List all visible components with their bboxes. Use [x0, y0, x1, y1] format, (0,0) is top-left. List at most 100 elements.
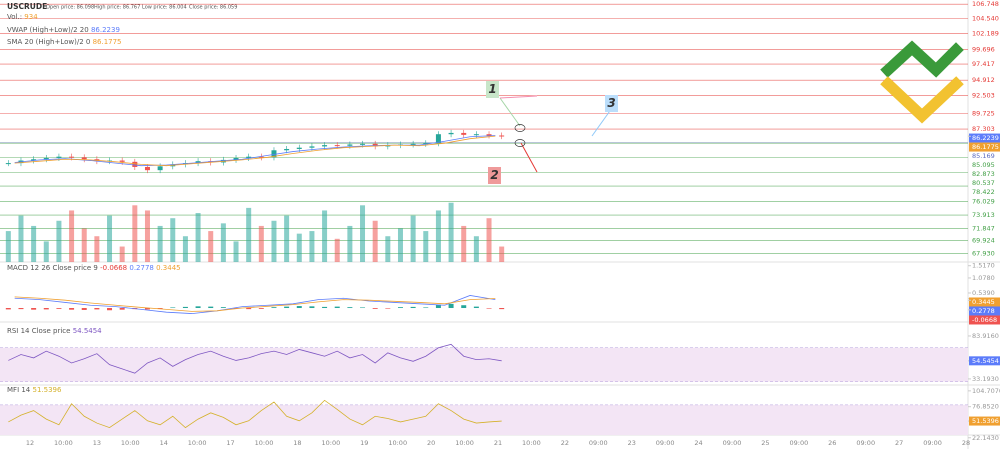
tick-badge: [969, 133, 1000, 143]
y-tick-label: 1.0780: [972, 274, 995, 282]
x-tick-label: 09:00: [856, 439, 875, 447]
histogram-bar: [334, 306, 340, 309]
x-tick-label: 10:00: [54, 439, 73, 447]
macd-line: [14, 296, 496, 312]
legend-part: -0.0668: [100, 264, 127, 272]
candle: [195, 161, 201, 164]
y-tick-label: 99.696: [972, 45, 995, 53]
candle: [410, 143, 416, 145]
x-tick-label: 09:00: [723, 439, 742, 447]
x-tick-label: 21: [494, 439, 502, 447]
volume-bar: [499, 246, 505, 262]
histogram-bar: [208, 306, 214, 309]
histogram-bar: [56, 308, 62, 309]
histogram-bar: [81, 308, 87, 310]
x-tick-label: 24: [694, 439, 702, 447]
volume-bar: [31, 225, 37, 262]
histogram-bar: [284, 306, 290, 309]
tick-badge: [969, 416, 1000, 426]
histogram-bar: [107, 308, 113, 311]
volume-bar: [56, 220, 62, 262]
y-tick-label: 54.5454: [972, 357, 999, 365]
x-tick-label: 12: [26, 439, 34, 447]
tick-badge: [969, 297, 1000, 307]
y-tick-label: 104.540: [972, 14, 999, 22]
histogram-bar: [170, 307, 176, 309]
histogram-bar: [119, 308, 125, 310]
volume-bar: [182, 236, 188, 262]
candle: [56, 156, 62, 158]
vwap-line: VWAP (High+Low)/2 20 86.2239: [7, 26, 120, 34]
candle: [132, 161, 138, 167]
arrow: [520, 142, 538, 173]
candle: [499, 135, 505, 137]
volume-bar: [435, 210, 441, 262]
y-tick-label: 67.930: [972, 249, 995, 257]
sma-label: SMA 20 (High+Low)/2 0: [7, 38, 90, 46]
histogram-bar: [182, 306, 188, 309]
histogram-bar: [385, 308, 391, 309]
x-tick-label: 23: [628, 439, 636, 447]
volume-bar: [233, 241, 239, 262]
y-tick-label: 71.847: [972, 224, 995, 232]
volume-bar: [195, 213, 201, 262]
volume-bar: [271, 220, 277, 262]
x-tick-label: 27: [895, 439, 903, 447]
tick-badge: [969, 306, 1000, 316]
y-tick-label: 22.1430: [972, 434, 999, 442]
low: Low price: 86.004: [142, 5, 187, 11]
histogram-bar: [220, 307, 226, 309]
x-tick-label: 28: [962, 439, 970, 447]
y-tick-label: 104.7070: [972, 387, 1000, 395]
y-tick-label: 85.095: [972, 161, 995, 169]
histogram-bar: [94, 308, 100, 310]
histogram-bar: [360, 307, 366, 309]
volume-bar: [81, 228, 87, 262]
x-tick-label: 09:00: [589, 439, 608, 447]
histogram-bar: [461, 305, 467, 309]
x-tick-label: 10:00: [121, 439, 140, 447]
y-tick-label: 102.189: [972, 29, 999, 37]
candle: [144, 166, 150, 171]
candle: [423, 143, 429, 145]
y-tick-label: 82.873: [972, 170, 995, 178]
x-tick-label: 09:00: [923, 439, 942, 447]
y-tick-label: 0.5390: [972, 289, 995, 297]
volume-bar: [410, 215, 416, 262]
legend-part: 54.5454: [73, 327, 102, 335]
vwap: 86.2239: [91, 26, 120, 34]
tick-badge: [969, 356, 1000, 366]
volume-bar: [397, 228, 403, 262]
vol-line: Vol.: 934: [7, 13, 38, 21]
volume-bar: [246, 207, 252, 262]
histogram-bar: [499, 308, 505, 310]
histogram-bar: [347, 307, 353, 309]
y-tick-label: 69.924: [972, 237, 995, 245]
indicator-legend: MFI 14 51.5396: [7, 386, 62, 394]
y-tick-label: 33.1930: [972, 375, 999, 383]
histogram-bar: [486, 308, 492, 309]
volume-bar: [473, 236, 479, 262]
candle: [461, 132, 467, 135]
volume-bar: [107, 215, 113, 262]
x-tick-label: 10:00: [255, 439, 274, 447]
candle: [258, 156, 264, 158]
y-tick-label: 94.912: [972, 76, 995, 84]
candle: [271, 150, 277, 158]
volume-bar: [461, 225, 467, 262]
histogram-bar: [410, 306, 416, 309]
high: High price: 86.767: [94, 5, 140, 11]
y-tick-label: 73.913: [972, 211, 995, 219]
x-tick-label: 09:00: [656, 439, 675, 447]
candle: [5, 163, 11, 165]
candle: [119, 160, 125, 162]
volume-bar: [220, 223, 226, 262]
histogram-bar: [18, 308, 24, 310]
x-tick-label: 18: [293, 439, 301, 447]
x-tick-label: 26: [828, 439, 836, 447]
histogram-bar: [271, 307, 277, 309]
logo-yellow: [880, 76, 964, 124]
histogram-bar: [448, 303, 454, 309]
x-tick-label: 09:00: [789, 439, 808, 447]
y-tick-label: 76.029: [972, 197, 995, 205]
